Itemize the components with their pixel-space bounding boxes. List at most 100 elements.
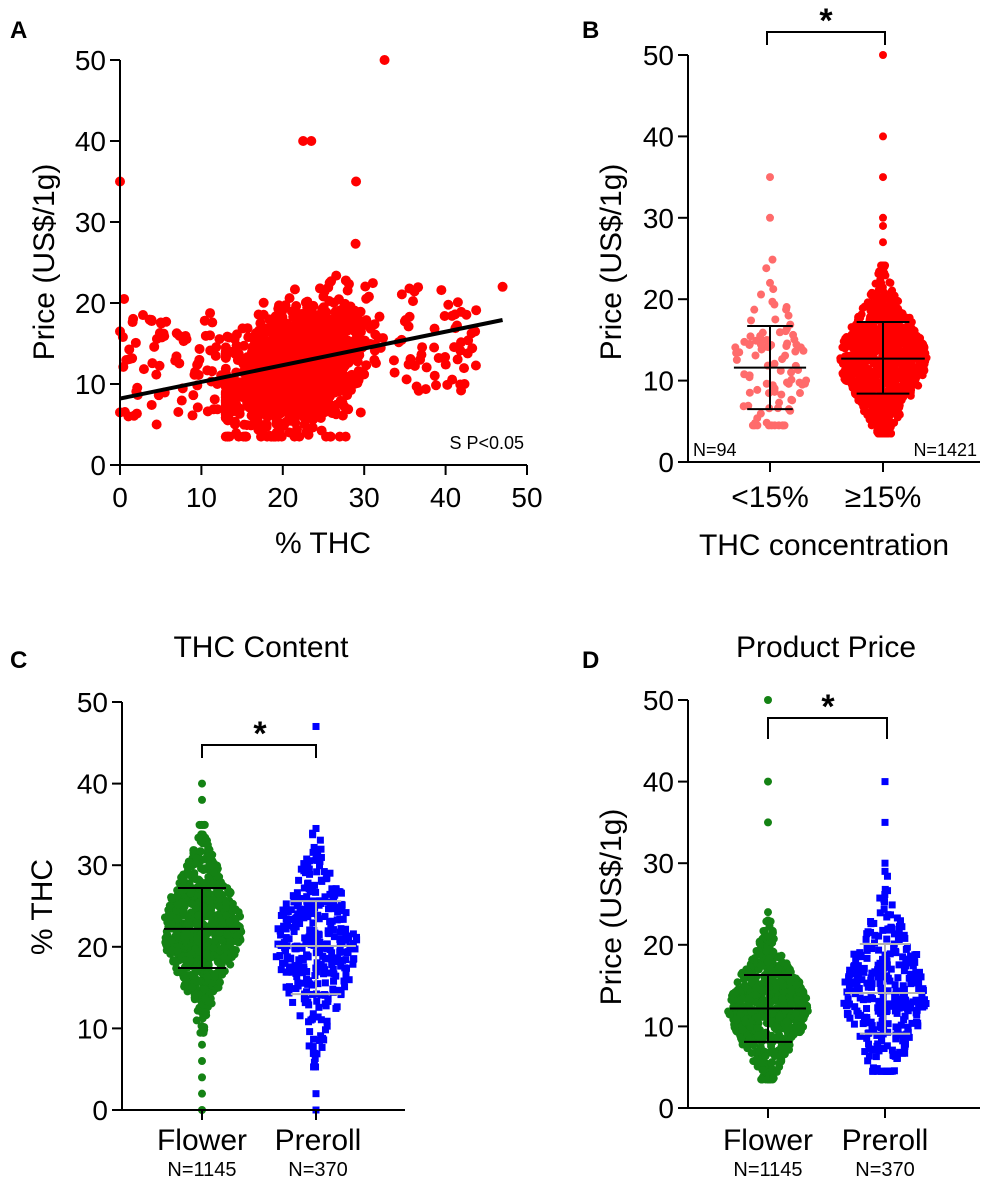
data-point <box>910 326 919 335</box>
outlier-point <box>198 1057 206 1066</box>
scatter-point <box>307 422 318 433</box>
panel-c-count-2: N=370 <box>288 1159 348 1181</box>
data-point <box>311 904 319 912</box>
data-point <box>762 264 771 273</box>
data-point <box>869 1045 877 1053</box>
scatter-point <box>130 337 141 348</box>
data-point <box>896 1000 904 1008</box>
data-point <box>838 359 847 368</box>
data-point <box>786 320 795 329</box>
scatter-point <box>459 363 470 374</box>
scatter-point <box>339 360 350 371</box>
data-point <box>852 391 861 400</box>
data-point <box>874 973 882 981</box>
scatter-point <box>282 383 293 394</box>
scatter-point <box>287 322 298 333</box>
data-point <box>310 1049 318 1057</box>
panel-a-x-ticks: 0 10 20 30 40 50 <box>112 465 543 513</box>
data-point <box>276 927 284 935</box>
data-point <box>884 1020 892 1028</box>
panel-a-x-tick-label-2: 20 <box>267 482 298 513</box>
scatter-point <box>300 297 311 308</box>
outlier-point <box>879 238 887 247</box>
data-point <box>869 995 877 1003</box>
data-point <box>303 893 311 901</box>
data-point <box>892 987 900 995</box>
data-point <box>875 1047 883 1055</box>
data-point <box>756 409 765 418</box>
data-point <box>329 895 337 903</box>
data-point <box>306 1028 314 1036</box>
scatter-point <box>429 323 440 334</box>
scatter-point <box>351 329 362 340</box>
data-point <box>343 932 351 940</box>
scatter-point <box>127 353 138 364</box>
scatter-point <box>379 55 390 65</box>
data-point <box>336 915 344 923</box>
data-point <box>763 945 772 954</box>
scatter-point <box>341 316 352 327</box>
scatter-point <box>456 385 467 396</box>
scatter-point <box>212 404 223 415</box>
panel-b-letter: B <box>582 17 599 44</box>
scatter-point <box>315 358 326 369</box>
data-point <box>220 944 229 953</box>
scatter-point <box>173 407 184 418</box>
scatter-point <box>266 316 277 327</box>
data-point <box>745 340 754 349</box>
scatter-point <box>211 342 222 353</box>
data-point <box>848 361 857 370</box>
data-point <box>895 403 904 412</box>
data-point <box>886 950 894 958</box>
data-point <box>900 985 908 993</box>
data-point <box>336 948 344 956</box>
outlier-point <box>879 213 887 222</box>
scatter-point <box>294 328 305 339</box>
data-point <box>881 271 890 280</box>
data-point <box>753 1013 762 1022</box>
scatter-point <box>403 321 414 332</box>
data-point <box>884 301 893 310</box>
data-point <box>883 368 892 377</box>
data-point <box>895 409 904 418</box>
data-point <box>856 1032 864 1040</box>
data-point <box>863 1016 871 1024</box>
data-point <box>162 940 171 949</box>
scatter-point <box>367 278 378 289</box>
data-point <box>194 947 203 956</box>
data-point <box>323 1017 331 1025</box>
data-point <box>763 957 772 966</box>
data-point <box>863 299 872 308</box>
data-point <box>885 926 893 934</box>
data-point <box>776 977 785 986</box>
outlier-point <box>879 221 887 230</box>
data-point <box>173 891 182 900</box>
scatter-point <box>360 281 371 292</box>
data-point <box>892 1031 900 1039</box>
data-point <box>900 1042 908 1050</box>
panel-b-y-tick-label-0: 0 <box>658 447 674 478</box>
data-point <box>893 1054 901 1062</box>
data-point <box>738 1025 747 1034</box>
panel-b-error-bars <box>733 320 925 411</box>
data-point <box>909 962 917 970</box>
panel-c-error-bars <box>164 887 356 996</box>
data-point <box>331 905 339 913</box>
scatter-point <box>417 342 428 353</box>
data-point <box>304 980 312 988</box>
data-point <box>799 346 808 355</box>
scatter-point <box>176 395 187 406</box>
data-point <box>775 398 784 407</box>
data-point <box>315 915 323 923</box>
data-point <box>310 843 318 851</box>
scatter-point <box>202 406 213 417</box>
data-point <box>173 900 182 909</box>
data-point <box>338 939 346 947</box>
data-point <box>323 1022 331 1030</box>
outlier-point <box>198 1073 206 1082</box>
data-point <box>293 902 301 910</box>
data-point <box>907 970 915 978</box>
